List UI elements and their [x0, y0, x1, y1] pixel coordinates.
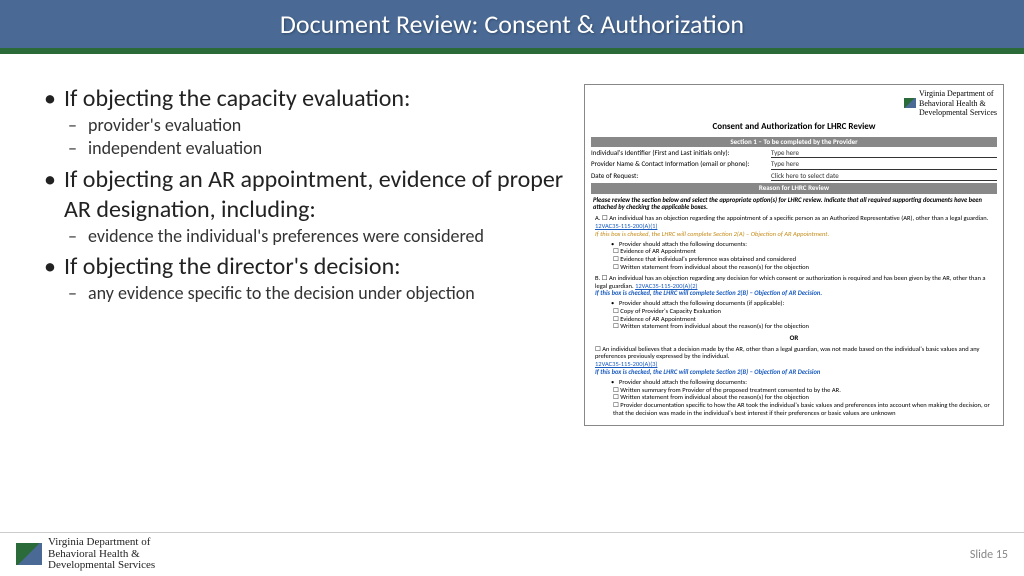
chk-b3: Written statement from individual about …	[613, 323, 993, 331]
chk-a3: Written statement from individual about …	[613, 264, 993, 272]
bullet-3a: any evidence specific to the decision un…	[64, 282, 566, 305]
slide-title: Document Review: Consent & Authorization	[280, 8, 744, 40]
bullet-3-text: If objecting the director's decision:	[64, 252, 401, 281]
bullet-2: If objecting an AR appointment, evidence…	[40, 165, 566, 248]
bullet-1a: provider's evaluation	[64, 114, 566, 137]
or-divider: OR	[591, 334, 997, 342]
field-2-label: Provider Name & Contact Information (ema…	[591, 160, 771, 169]
option-b-link: 12VAC35-115-200(A)(2)	[635, 282, 697, 290]
content-area: If objecting the capacity evaluation: pr…	[0, 54, 1024, 426]
option-b-note: If this box is checked, the LHRC will co…	[595, 289, 822, 297]
option-c-link: 12VAC35-115-200(A)(3)	[595, 360, 657, 368]
bullet-2-text: If objecting an AR appointment, evidence…	[64, 165, 563, 224]
footer-logo-icon	[16, 543, 42, 565]
field-3-value: Click here to select date	[771, 172, 997, 181]
option-c: ☐ An individual believes that a decision…	[595, 346, 993, 418]
form-dept: Virginia Department of Behavioral Health…	[919, 89, 997, 118]
attach-label-b: Provider should attach the following doc…	[609, 300, 993, 308]
attach-label-c: Provider should attach the following doc…	[609, 379, 993, 387]
option-b: B. ☐ An individual has an objection rega…	[595, 275, 993, 332]
footer: Virginia Department of Behavioral Health…	[0, 532, 1024, 576]
form-document: Virginia Department of Behavioral Health…	[584, 84, 1004, 426]
option-c-note: If this box is checked, the LHRC will co…	[595, 368, 820, 376]
form-header: Virginia Department of Behavioral Health…	[591, 89, 997, 118]
field-1-label: Individual's Identifier (First and Last …	[591, 149, 771, 158]
option-a: A. ☐ An individual has an objection rega…	[595, 215, 993, 272]
section-1-bar: Section 1 – To be completed by the Provi…	[591, 137, 997, 147]
footer-left: Virginia Department of Behavioral Health…	[16, 537, 155, 572]
bullet-1b: independent evaluation	[64, 137, 566, 160]
section-2-bar: Reason for LHRC Review	[591, 183, 997, 193]
chk-c3: Provider documentation specific to how t…	[613, 402, 993, 418]
form-logo-icon	[904, 98, 916, 108]
option-a-note: If this box is checked, the LHRC will co…	[595, 230, 829, 238]
footer-dept: Virginia Department of Behavioral Health…	[48, 537, 155, 572]
bullet-column: If objecting the capacity evaluation: pr…	[40, 84, 566, 426]
slide-number: Slide 15	[970, 548, 1008, 562]
form-instructions: Please review the section below and sele…	[593, 197, 995, 213]
attach-label-a: Provider should attach the following doc…	[609, 241, 993, 249]
form-preview: Virginia Department of Behavioral Health…	[584, 84, 1004, 426]
option-a-link: 12VAC35-115-200(A)(1)	[595, 222, 657, 230]
form-title: Consent and Authorization for LHRC Revie…	[591, 122, 997, 133]
bullet-1: If objecting the capacity evaluation: pr…	[40, 84, 566, 161]
option-a-text: A. ☐ An individual has an objection rega…	[595, 214, 988, 222]
bullet-1-text: If objecting the capacity evaluation:	[64, 84, 410, 113]
field-1-value: Type here	[771, 149, 997, 158]
field-3-label: Date of Request:	[591, 172, 771, 181]
title-bar: Document Review: Consent & Authorization	[0, 0, 1024, 48]
option-c-text: ☐ An individual believes that a decision…	[595, 345, 979, 361]
bullet-2a: evidence the individual's preferences we…	[64, 225, 566, 248]
field-2-value: Type here	[771, 160, 997, 169]
bullet-3: If objecting the director's decision: an…	[40, 252, 566, 305]
